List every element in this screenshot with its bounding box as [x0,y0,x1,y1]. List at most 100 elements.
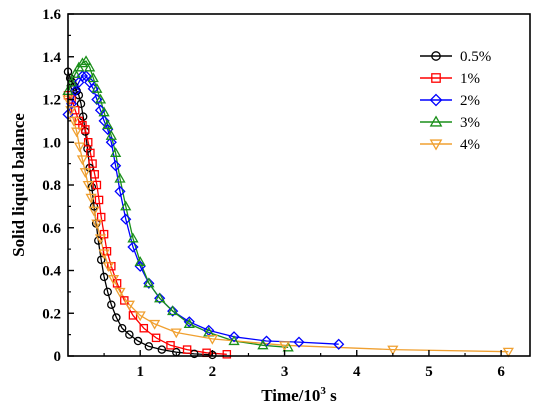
marker-square [81,125,90,134]
marker-diamond [143,277,155,289]
marker-triangle-down [91,219,103,230]
plot-frame [67,13,531,357]
tick-labels: 0 0.2 0.4 0.6 0.8 1.0 1.2 1.4 1.6 1 2 3 4 5 6 [42,7,505,380]
marker-circle [117,323,127,333]
marker-triangle-up [98,106,110,117]
marker-triangle-up [120,200,132,211]
marker-circle [96,255,106,265]
marker-triangle-down [82,180,94,191]
marker-circle [103,287,112,297]
y-tick-label: 0.2 [42,306,61,322]
marker-circle [89,202,99,211]
marker-square [88,159,97,168]
marker-triangle-down [76,155,89,166]
y-tick-label: 1.6 [42,7,61,23]
marker-triangle-down [123,300,135,311]
marker-triangle-up [143,277,155,288]
x-tick-label: 4 [353,364,361,380]
marker-triangle-up [102,119,114,130]
marker-diamond [167,305,179,317]
marker-square [222,350,232,359]
marker-diamond [293,336,305,348]
marker-triangle-up [91,83,103,93]
marker-triangle-up [127,232,139,243]
marker-triangle-up [80,55,92,66]
marker-diamond [228,331,240,343]
marker-triangle-up [65,76,78,87]
y-tick-label: 1.0 [42,135,61,151]
y-axis-title: Solid liquid balance [9,113,28,257]
marker-circle [85,163,94,173]
marker-triangle-up [110,147,122,157]
marker-circle [133,336,143,346]
marker-triangle-down [206,334,218,345]
marker-triangle-down [71,127,83,138]
marker-circle [431,51,441,61]
marker-triangle-down [502,347,514,358]
legend-label: 3% [460,115,480,131]
marker-triangle-down [85,193,97,204]
x-tick-label: 5 [425,364,433,380]
marker-square [102,247,112,256]
marker-triangle-down [170,328,182,339]
marker-triangle-up [183,318,195,328]
marker-square [83,137,93,147]
y-tick-label: 0 [54,349,62,365]
series-markers [62,55,514,360]
marker-diamond [91,93,103,106]
marker-square [120,296,129,305]
marker-square [166,341,175,350]
legend-label: 4% [460,137,480,153]
marker-triangle-down [429,139,443,151]
y-tick-label: 0.8 [42,178,61,194]
marker-triangle-down [94,234,107,245]
series-lines [67,60,509,356]
marker-square [92,180,102,190]
marker-diamond [98,115,110,127]
marker-square [86,148,95,158]
marker-circle [107,300,116,309]
marker-triangle-up [429,115,443,127]
marker-square [94,195,104,205]
marker-diamond [120,213,132,225]
marker-triangle-down [68,116,80,127]
marker-triangle-up [228,335,240,346]
marker-circle [76,99,86,109]
marker-square [90,170,99,179]
marker-square [78,120,87,130]
marker-circle [190,349,199,359]
series-line [67,94,227,355]
marker-diamond [87,83,99,95]
x-tick-label: 3 [281,364,289,380]
marker-circle [99,272,109,282]
marker-triangle-down [107,275,120,285]
marker-diamond [260,335,273,347]
marker-triangle-up [105,130,117,140]
marker-triangle-up [154,292,166,303]
marker-diamond [105,136,117,148]
x-axis-title: Time/103 s [261,385,337,405]
marker-diamond [183,316,195,328]
marker-triangle-down [114,287,126,298]
marker-triangle-down [79,168,91,178]
x-axis-title-main: Time/10 [261,386,320,405]
marker-triangle-up [76,57,89,68]
marker-circle [157,345,167,354]
marker-diamond [102,123,114,136]
marker-triangle-up [167,305,179,316]
marker-circle [125,330,134,339]
marker-triangle-up [114,172,126,183]
x-axis-title-superscript: 3 [320,385,326,397]
marker-square [431,73,441,83]
marker-circle [144,342,154,351]
x-tick-label: 2 [209,364,217,380]
axis-ticks [68,13,502,357]
marker-triangle-down [102,262,115,273]
series-line [67,99,509,353]
marker-triangle-down [278,341,291,352]
y-tick-label: 1.4 [42,50,61,66]
marker-diamond [127,241,139,253]
y-tick-label: 1.2 [42,93,61,109]
marker-circle [78,112,88,121]
